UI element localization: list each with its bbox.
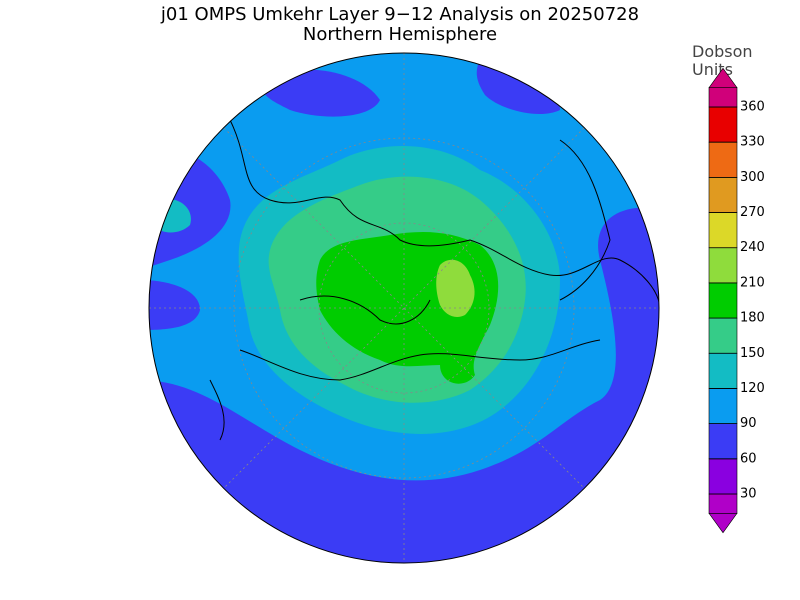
colorbar-segment <box>708 493 738 514</box>
colorbar-segment <box>708 106 738 143</box>
colorbar-tick-label: 180 <box>740 311 765 326</box>
colorbar-segment <box>708 423 738 460</box>
unit-label: Dobson <box>692 42 753 61</box>
colorbar-segment <box>708 317 738 354</box>
map-border <box>148 52 660 564</box>
polar-map <box>149 53 659 563</box>
colorbar-extend <box>708 67 738 88</box>
colorbar-segment <box>708 247 738 284</box>
colorbar-tick-label: 330 <box>740 135 765 150</box>
colorbar-segment <box>708 141 738 178</box>
colorbar-tick-label: 120 <box>740 381 765 396</box>
contour-fill <box>476 60 560 115</box>
colorbar-segment <box>708 352 738 389</box>
colorbar-segment <box>708 212 738 249</box>
colorbar-tick-label: 210 <box>740 275 765 290</box>
colorbar: 30 60 90 120 150 180 210 240 270 300 330 360 <box>708 67 765 534</box>
colorbar-segment <box>708 177 738 213</box>
colorbar-segment <box>708 458 738 495</box>
contour-fill <box>149 280 200 330</box>
colorbar-segment <box>708 388 738 424</box>
colorbar-tick-label: 270 <box>740 205 765 220</box>
colorbar-tick-label: 30 <box>740 487 757 502</box>
contour-fill <box>436 259 475 317</box>
colorbar-segment <box>708 282 738 319</box>
colorbar-tick-label: 300 <box>740 170 765 185</box>
colorbar-tick-label: 360 <box>740 100 765 115</box>
colorbar-tick-label: 150 <box>740 346 765 361</box>
title: j01 OMPS Umkehr Layer 9−12 Analysis on 2… <box>160 4 639 25</box>
colorbar-tick-label: 240 <box>740 240 765 255</box>
colorbar-extend <box>708 513 738 534</box>
contour-fill <box>260 69 380 117</box>
colorbar-tick-label: 60 <box>740 451 757 466</box>
colorbar-tick-label: 90 <box>740 416 757 431</box>
colorbar-segment <box>708 87 738 108</box>
contour-fill <box>149 207 659 563</box>
subtitle: Northern Hemisphere <box>303 24 497 45</box>
